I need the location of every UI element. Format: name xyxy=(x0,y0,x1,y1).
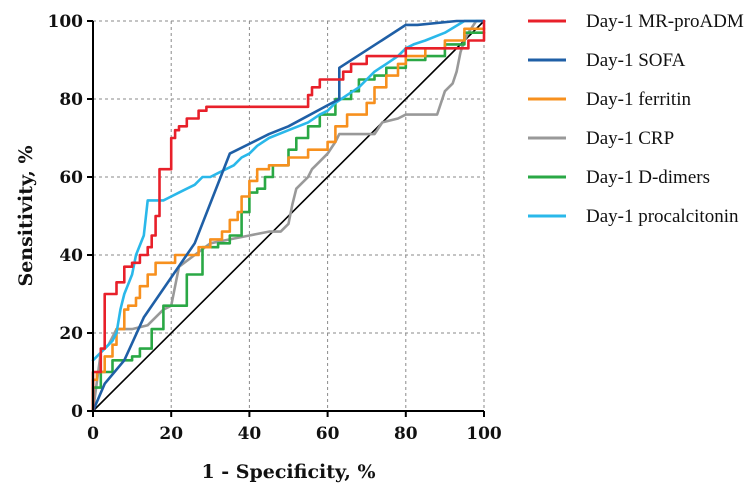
x-tick-label-0: 0 xyxy=(87,424,99,444)
series-line-day-1-procalcitonin xyxy=(91,19,486,362)
x-tick-label-3: 60 xyxy=(316,424,340,444)
y-tick-label-0: 0 xyxy=(71,402,83,422)
y-tick-label-5: 100 xyxy=(48,12,84,32)
legend-label-day-1-mr-proadm: Day-1 MR-proADM xyxy=(586,11,744,32)
y-tick-labels: 0 20 40 60 80 100 xyxy=(48,12,84,422)
legend: Day-1 MR-proADM Day-1 SOFA Day-1 ferritin D… xyxy=(528,11,744,227)
y-tick-label-4: 80 xyxy=(59,90,83,110)
legend-label-day-1-procalcitonin: Day-1 procalcitonin xyxy=(586,206,739,227)
x-tick-labels: 0 20 40 60 80 100 xyxy=(87,424,502,444)
series-line-day-1-crp xyxy=(91,19,486,413)
reference-line xyxy=(92,20,485,412)
series-line-day-1-ferritin xyxy=(91,27,486,413)
grid xyxy=(93,20,485,411)
y-tick-label-3: 60 xyxy=(59,168,83,188)
y-tick-label-2: 40 xyxy=(59,246,83,266)
reference-diagonal xyxy=(92,20,485,412)
x-tick-label-5: 100 xyxy=(466,424,502,444)
x-tick-label-4: 80 xyxy=(394,424,418,444)
axes xyxy=(87,20,485,417)
legend-label-day-1-sofa: Day-1 SOFA xyxy=(586,50,686,71)
legend-label-day-1-d-dimers: Day-1 D-dimers xyxy=(586,167,710,188)
legend-label-day-1-crp: Day-1 CRP xyxy=(586,128,674,149)
x-tick-label-1: 20 xyxy=(159,424,183,444)
y-axis-title: Sensitivity, % xyxy=(15,145,37,286)
series-line-day-1-mr-proadm xyxy=(91,19,486,413)
y-tick-label-1: 20 xyxy=(59,324,83,344)
series-lines xyxy=(91,19,486,413)
series-line-day-1-sofa xyxy=(91,19,486,413)
x-axis-title: 1 - Specificity, % xyxy=(201,461,375,483)
legend-label-day-1-ferritin: Day-1 ferritin xyxy=(586,89,691,110)
x-tick-label-2: 40 xyxy=(238,424,262,444)
